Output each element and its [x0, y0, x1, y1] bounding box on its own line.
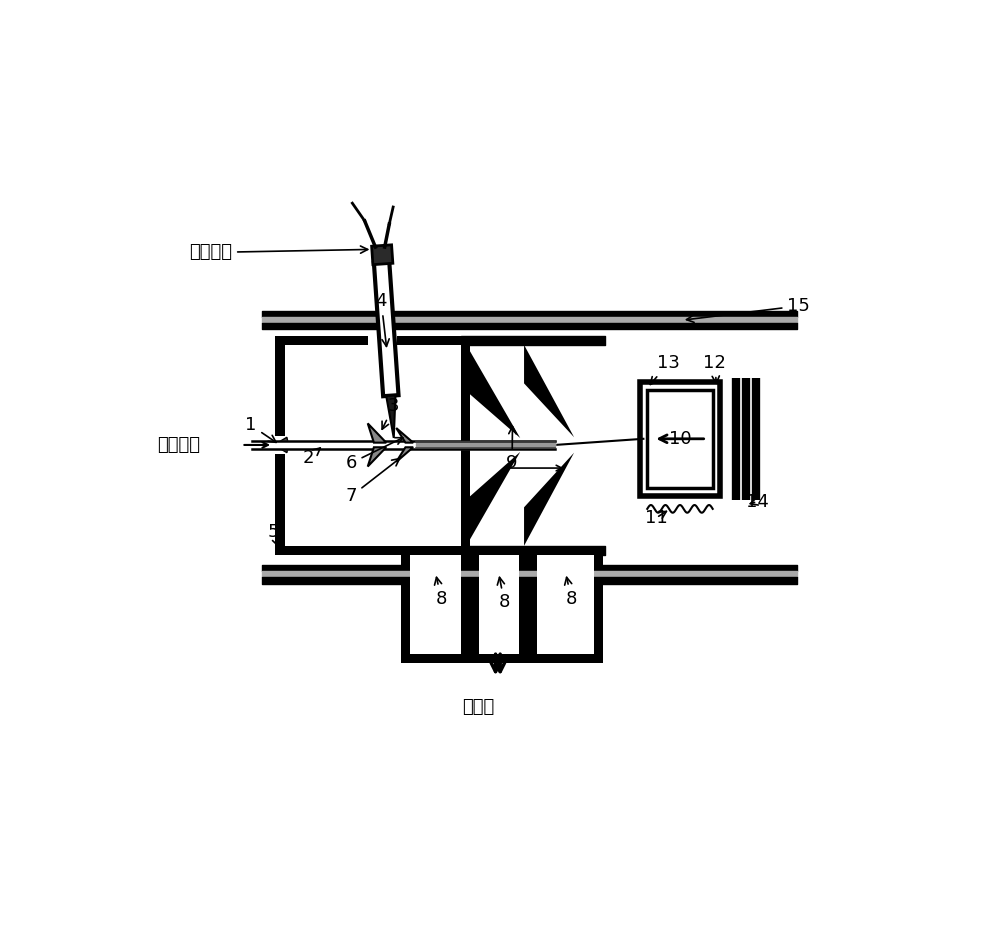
Bar [285, 344, 461, 546]
Text: 10: 10 [669, 430, 691, 447]
Bar [275, 436, 285, 454]
Polygon shape [524, 453, 574, 546]
Polygon shape [372, 245, 393, 265]
Polygon shape [274, 437, 288, 453]
Text: 13: 13 [650, 354, 680, 385]
Bar [640, 382, 720, 496]
Polygon shape [466, 452, 520, 546]
Text: 真空泵: 真空泵 [462, 697, 494, 715]
Bar [401, 555, 470, 663]
Polygon shape [368, 423, 386, 443]
Bar [479, 555, 519, 653]
Bar [368, 336, 397, 344]
Bar [647, 389, 713, 488]
Text: 5: 5 [268, 523, 279, 547]
Bar [537, 555, 594, 653]
Polygon shape [396, 428, 413, 443]
Bar [470, 555, 528, 663]
Text: 8: 8 [565, 578, 577, 607]
Text: 8: 8 [497, 578, 510, 611]
Text: 11: 11 [645, 509, 668, 527]
Polygon shape [524, 344, 574, 437]
Text: 气态样品: 气态样品 [157, 436, 200, 454]
Bar [410, 555, 461, 653]
Bar [528, 555, 603, 663]
Polygon shape [466, 344, 520, 438]
Polygon shape [374, 262, 399, 396]
Bar [275, 336, 470, 555]
Text: 8: 8 [435, 578, 447, 607]
Text: 6: 6 [345, 438, 403, 472]
Text: 12: 12 [703, 354, 726, 384]
Polygon shape [368, 447, 386, 466]
Text: 3: 3 [382, 397, 399, 430]
Polygon shape [396, 447, 413, 461]
Text: 液态样品: 液态样品 [189, 243, 368, 261]
Text: 9: 9 [506, 427, 518, 472]
Text: 15: 15 [687, 297, 810, 322]
Text: 4: 4 [375, 292, 389, 346]
Text: 7: 7 [345, 459, 399, 505]
Text: 14: 14 [746, 492, 769, 510]
Text: 2: 2 [303, 448, 320, 467]
Text: 1: 1 [245, 417, 276, 443]
Polygon shape [386, 395, 395, 438]
